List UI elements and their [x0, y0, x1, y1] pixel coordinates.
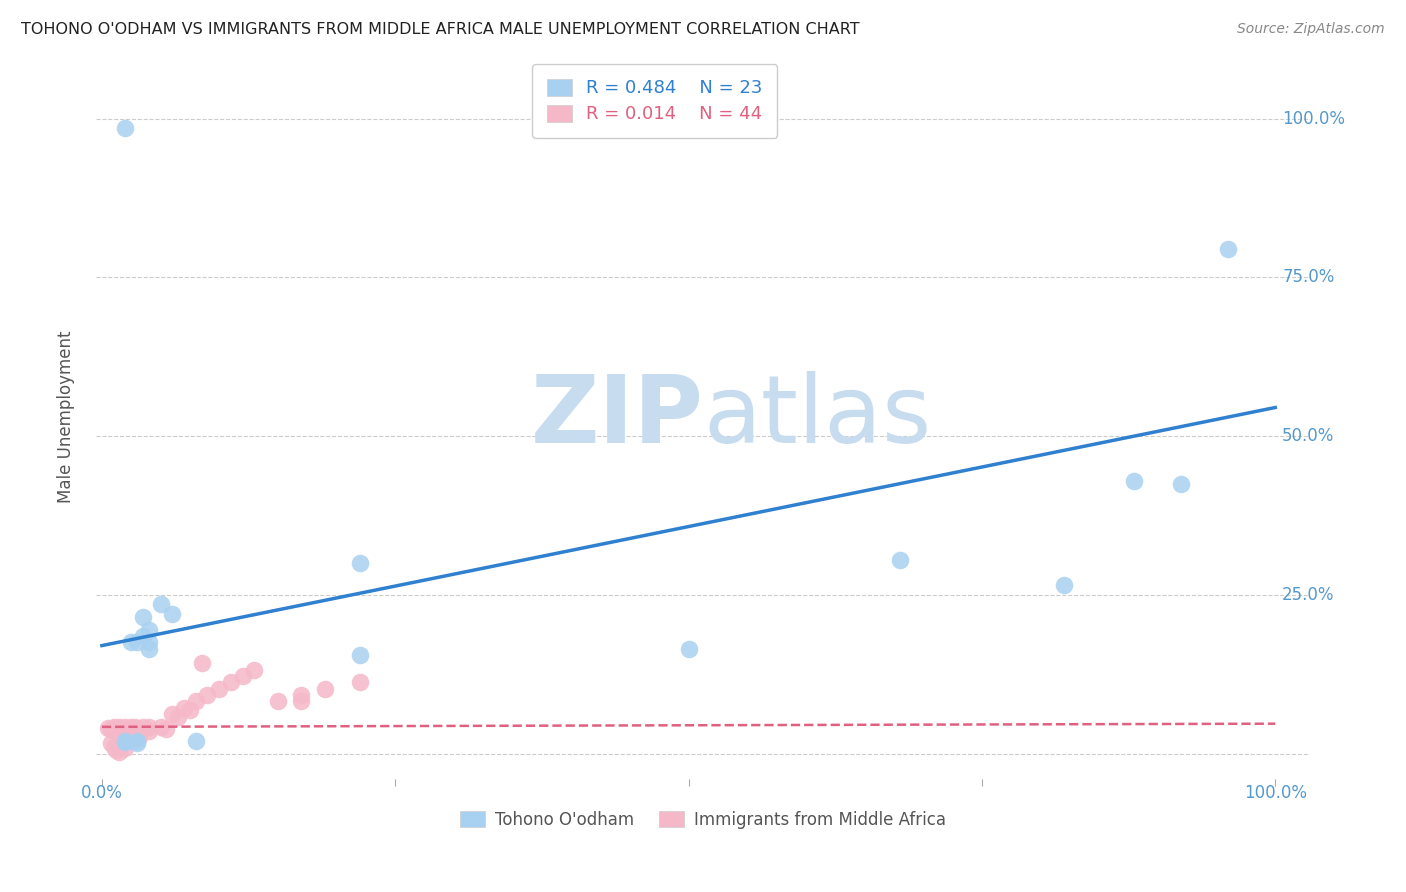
Text: 25.0%: 25.0% — [1282, 586, 1334, 604]
Point — [349, 648, 371, 662]
Point — [100, 736, 122, 750]
Point — [889, 553, 911, 567]
Point — [108, 720, 131, 734]
Point — [349, 556, 371, 570]
Point — [138, 623, 160, 637]
Point — [120, 723, 142, 738]
Point — [179, 703, 201, 717]
Point — [138, 723, 160, 738]
Point — [120, 720, 142, 734]
Point — [125, 734, 148, 748]
Point — [114, 724, 136, 739]
Point — [114, 121, 136, 136]
Point — [125, 736, 148, 750]
Point — [1053, 578, 1076, 592]
Point — [132, 629, 155, 643]
Point — [208, 681, 231, 696]
Point — [111, 723, 134, 737]
Point — [108, 745, 131, 759]
Legend: Tohono O'odham, Immigrants from Middle Africa: Tohono O'odham, Immigrants from Middle A… — [454, 805, 953, 836]
Point — [1123, 474, 1146, 488]
Point — [103, 723, 125, 738]
Text: 0.0%: 0.0% — [82, 784, 122, 802]
Point — [678, 641, 700, 656]
Text: 75.0%: 75.0% — [1282, 268, 1334, 286]
Point — [114, 734, 136, 748]
Point — [155, 723, 177, 737]
Point — [267, 694, 290, 708]
Text: ZIP: ZIP — [530, 371, 703, 463]
Point — [219, 675, 242, 690]
Point — [114, 741, 136, 756]
Point — [103, 720, 125, 734]
Text: 50.0%: 50.0% — [1282, 427, 1334, 445]
Point — [120, 635, 142, 649]
Point — [103, 740, 125, 755]
Point — [125, 635, 148, 649]
Point — [184, 694, 207, 708]
Point — [162, 607, 184, 621]
Point — [124, 720, 146, 734]
Point — [132, 610, 155, 624]
Point — [125, 726, 148, 740]
Text: Source: ZipAtlas.com: Source: ZipAtlas.com — [1237, 22, 1385, 37]
Point — [100, 723, 122, 737]
Point — [149, 597, 172, 611]
Point — [128, 730, 150, 744]
Point — [162, 707, 184, 722]
Point — [149, 720, 172, 734]
Point — [1218, 242, 1240, 256]
Point — [349, 675, 371, 690]
Point — [314, 681, 336, 696]
Point — [197, 688, 219, 702]
Point — [184, 734, 207, 748]
Point — [138, 641, 160, 656]
Point — [138, 720, 160, 734]
Point — [132, 720, 155, 734]
Point — [290, 688, 312, 702]
Point — [167, 709, 190, 723]
Text: atlas: atlas — [703, 371, 932, 463]
Point — [290, 694, 312, 708]
Y-axis label: Male Unemployment: Male Unemployment — [58, 331, 75, 503]
Text: 100.0%: 100.0% — [1244, 784, 1306, 802]
Point — [114, 720, 136, 734]
Point — [138, 635, 160, 649]
Point — [243, 663, 266, 677]
Point — [108, 723, 131, 738]
Point — [104, 742, 127, 756]
Point — [117, 732, 139, 747]
Point — [117, 729, 139, 743]
Point — [1170, 476, 1192, 491]
Point — [104, 723, 127, 737]
Point — [173, 701, 195, 715]
Text: TOHONO O'ODHAM VS IMMIGRANTS FROM MIDDLE AFRICA MALE UNEMPLOYMENT CORRELATION CH: TOHONO O'ODHAM VS IMMIGRANTS FROM MIDDLE… — [21, 22, 859, 37]
Text: 100.0%: 100.0% — [1282, 110, 1346, 128]
Point — [97, 721, 120, 735]
Point — [190, 657, 212, 671]
Point — [114, 735, 136, 749]
Point — [125, 723, 148, 737]
Point — [232, 669, 254, 683]
